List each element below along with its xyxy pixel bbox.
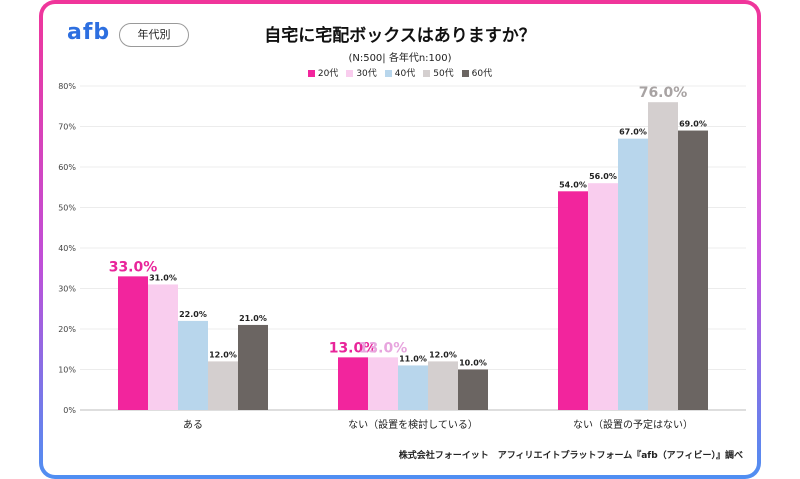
y-tick-label: 70% [58, 123, 76, 132]
bar-value-label: 56.0% [589, 172, 617, 181]
bar-value-label: 12.0% [429, 350, 457, 359]
bar [148, 284, 178, 410]
legend-swatch [346, 70, 354, 77]
afb-logo: afb [67, 20, 111, 45]
source-credit: 株式会社フォーイット アフィリエイトプラットフォーム『afb（アフィビー）』調べ [398, 451, 743, 461]
bar-value-label: 10.0% [459, 359, 487, 368]
legend-swatch [461, 70, 469, 77]
bar [678, 130, 708, 411]
bar [238, 324, 268, 410]
legend-item: 20代 [307, 66, 339, 79]
bar [428, 361, 458, 410]
legend-swatch [384, 70, 392, 77]
bar [398, 365, 428, 410]
legend-label: 60代 [471, 69, 493, 79]
bar [618, 138, 648, 410]
age-group-badge: 年代別 [119, 23, 189, 47]
legend-item: 50代 [423, 66, 454, 79]
legend-swatch [307, 70, 315, 77]
chart-legend: 20代 30代 40代 50代 60代 [43, 66, 757, 79]
legend-swatch [423, 70, 431, 77]
bar [368, 357, 398, 410]
y-tick-label: 10% [58, 366, 76, 375]
bar-value-label: 76.0% [639, 85, 688, 101]
category-label: ない（設置を検討している） [348, 418, 478, 431]
bar-chart: 0% 10% 20% 30% 40% 50% 60% 70% 80% 33.0%31.0% 22.0… [58, 82, 746, 431]
bar [648, 102, 678, 410]
y-tick-label: 30% [58, 285, 76, 294]
bar [178, 320, 208, 410]
bar-value-label: 67.0% [619, 128, 647, 137]
legend-item: 40代 [384, 66, 416, 79]
legend-item: 60代 [461, 66, 493, 79]
bar-value-label: 11.0% [399, 354, 427, 363]
bar-value-label: 21.0% [239, 314, 267, 323]
legend-label: 40代 [394, 69, 416, 79]
bar-value-label: 13.0% [329, 340, 378, 356]
bar-value-label: 33.0% [109, 259, 158, 275]
bar-value-label: 13.0% [359, 340, 408, 356]
chart-title: 自宅に宅配ボックスはありますか？ [264, 26, 536, 46]
bar-value-label: 69.0% [679, 120, 707, 129]
bar [338, 357, 368, 410]
bar-value-label: 12.0% [209, 350, 237, 359]
legend-label: 30代 [356, 69, 377, 79]
chart-subtitle: (N:500| 各年代n:100) [348, 53, 452, 64]
y-tick-label: 50% [58, 204, 76, 213]
legend-item: 30代 [346, 66, 377, 79]
legend-label: 20代 [317, 69, 339, 79]
bar [458, 369, 488, 410]
y-tick-label: 20% [58, 325, 76, 334]
y-tick-label: 80% [58, 82, 76, 91]
bar-value-label: 54.0% [559, 180, 587, 189]
bar-value-label: 31.0% [149, 273, 177, 282]
bar [588, 183, 618, 410]
bar [558, 191, 588, 410]
bar [208, 361, 238, 410]
legend-label: 50代 [433, 69, 454, 79]
y-tick-label: 40% [58, 244, 76, 253]
chart-frame: afb 年代別 自宅に宅配ボックスはありますか？ (N:500| 各年代n:10… [39, 0, 761, 479]
y-tick-label: 0% [63, 406, 76, 415]
chart-card: afb 年代別 自宅に宅配ボックスはありますか？ (N:500| 各年代n:10… [43, 4, 757, 475]
bar [118, 276, 148, 410]
y-tick-label: 60% [58, 163, 76, 172]
category-label: ない（設置の予定はない） [573, 418, 693, 431]
category-label: ある [183, 419, 203, 431]
bar-value-label: 22.0% [179, 310, 207, 319]
